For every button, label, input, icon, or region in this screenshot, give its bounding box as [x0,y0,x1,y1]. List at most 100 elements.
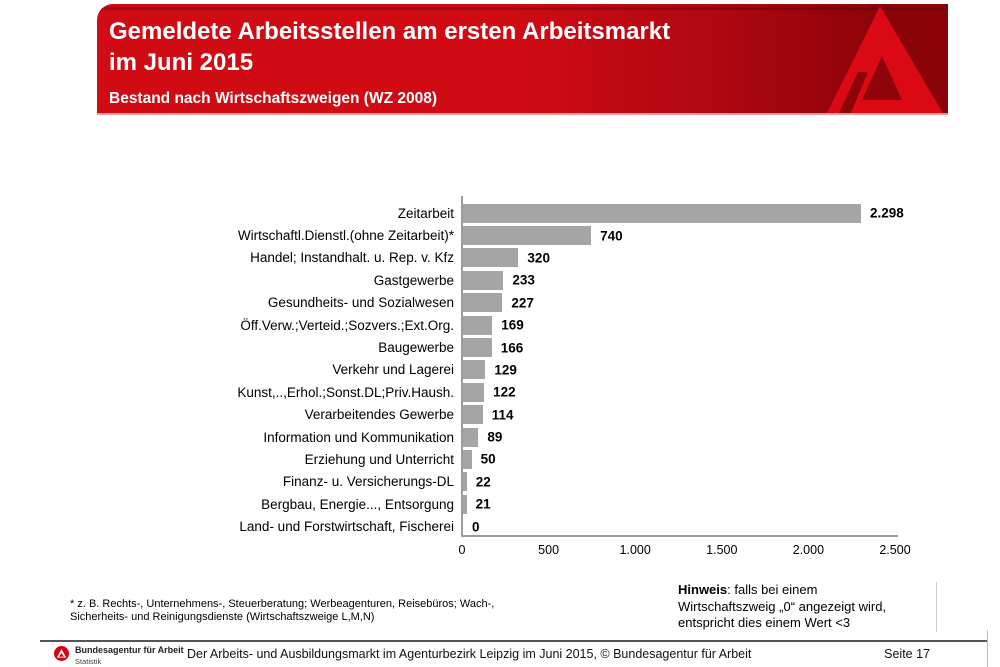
chart-row: Zeitarbeit 2.298 [0,202,1000,224]
hinweis-label: Hinweis [678,582,728,597]
y-axis-line [461,196,463,537]
category-label: Erziehung und Unterricht [304,451,454,467]
x-axis: 0 500 1.000 1.500 2.000 2.500 [458,543,911,559]
category-label: Gastgewerbe [373,272,454,288]
bar-track: 166 [462,338,1000,358]
bar [463,427,479,447]
chart-row: Wirtschaftl.Dienstl.(ohne Zeitarbeit)* 74… [0,224,1000,246]
bundesagentur-circle-logo-icon [54,646,69,661]
footer-logo-name: Bundesagentur für Arbeit [75,645,184,655]
bar-track: 129 [462,360,1000,380]
bar-track: 227 [462,293,1000,313]
bar-track: 122 [462,382,1000,402]
footer-page-number: Seite 17 [884,647,930,661]
category-label: Zeitarbeit [397,205,454,221]
x-axis-tick: 2.500 [879,543,911,557]
page-title-line2: im Juni 2015 [109,49,254,76]
category-label: Gesundheits- und Sozialwesen [267,295,454,311]
hinweis-line1: Hinweis: falls bei einem [678,582,930,599]
hinweis-note: Hinweis: falls bei einem Wirtschaftszwei… [678,582,937,632]
bar [463,405,483,425]
chart-row: Verkehr und Lagerei 129 [0,359,1000,381]
x-axis-tick: 500 [538,543,560,557]
footer-source-text: Der Arbeits- und Ausbildungsmarkt im Age… [187,647,752,661]
category-label: Verkehr und Lagerei [332,362,454,378]
page-subtitle: Bestand nach Wirtschaftszweigen (WZ 2008… [109,90,438,107]
bar [463,293,503,313]
bar-value-label: 50 [480,451,496,467]
bar [463,248,519,268]
header-banner: Gemeldete Arbeitsstellen am ersten Arbei… [97,4,948,115]
chart-row: Handel; Instandhalt. u. Rep. v. Kfz 320 [0,247,1000,269]
footer-logo: Bundesagentur für Arbeit Statistik [54,645,184,666]
bar-track: 740 [462,226,1000,246]
footnote-line2: Sicherheits- und Reinigungsdienste (Wirt… [70,611,375,623]
x-axis-tick: 0 [458,543,466,557]
category-label: Handel; Instandhalt. u. Rep. v. Kfz [250,250,454,266]
category-label: Öff.Verw.;Verteid.;Sozvers.;Ext.Org. [240,317,454,333]
bar-track: 22 [462,472,1000,492]
bar-value-label: 166 [500,340,524,356]
chart-row: Verarbeitendes Gewerbe 114 [0,404,1000,426]
chart-row: Land- und Forstwirtschaft, Fischerei 0 [0,515,1000,537]
bar [463,494,467,514]
bar-track: 320 [462,248,1000,268]
bar-track: 169 [462,315,1000,335]
bar-track: 114 [462,405,1000,425]
hinweis-line3: entspricht dies einem Wert <3 [678,615,851,630]
category-label: Baugewerbe [378,340,454,356]
bar-value-label: 2.298 [870,205,904,221]
chart-row: Finanz- u. Versicherungs-DL 22 [0,471,1000,493]
bar-track: 50 [462,449,1000,469]
chart-row: Information und Kommunikation 89 [0,426,1000,448]
footer-logo-subname: Statistik [75,657,102,666]
bar-value-label: 114 [491,407,514,423]
category-label: Bergbau, Energie..., Entsorgung [261,496,454,512]
bar-track: 233 [462,270,1000,290]
hinweis-line1-rest: : falls bei einem [727,582,818,597]
x-axis-tick: 1.000 [619,543,651,557]
x-axis-line [461,535,898,537]
category-label: Information und Kommunikation [263,429,454,445]
hinweis-line2: Wirtschaftszweig „0“ angezeigt wird, [678,598,887,614]
category-label: Verarbeitendes Gewerbe [304,407,454,423]
category-label: Finanz- u. Versicherungs-DL [282,474,454,490]
footnote: * z. B. Rechts-, Unternehmens-, Steuerbe… [70,598,494,624]
bar-track: 0 [462,517,1000,536]
bar-value-label: 129 [494,362,517,378]
x-axis-tick: 1.500 [706,543,738,557]
page-title: Gemeldete Arbeitsstellen am ersten Arbei… [109,16,670,78]
bar [463,226,592,246]
footer-logo-text: Bundesagentur für Arbeit Statistik [75,645,184,666]
bar [463,203,861,223]
chart-row: Kunst,..,Erhol.;Sonst.DL;Priv.Haush. 122 [0,381,1000,403]
bar-track: 2.298 [462,203,1000,223]
footnote-line1: * z. B. Rechts-, Unternehmens-, Steuerbe… [70,598,495,610]
chart-row: Gesundheits- und Sozialwesen 227 [0,292,1000,314]
x-axis-tick: 2.000 [792,543,825,557]
bar [463,472,467,492]
category-label: Wirtschaftl.Dienstl.(ohne Zeitarbeit)* [237,228,454,244]
bar-value-label: 22 [475,474,491,490]
bar [463,360,486,380]
footer-divider [40,640,988,642]
chart-row: Bergbau, Energie..., Entsorgung 21 [0,493,1000,515]
bar [463,382,485,402]
footer-right-border [987,630,988,667]
chart-row: Baugewerbe 166 [0,336,1000,358]
bar [463,449,472,469]
chart-row: Erziehung und Unterricht 50 [0,448,1000,470]
bar-value-label: 233 [512,272,535,288]
bar-value-label: 122 [493,384,516,400]
bar [463,315,493,335]
bar-track: 21 [462,494,1000,514]
bar-value-label: 89 [487,429,503,445]
bar-value-label: 227 [511,295,534,311]
bar-value-label: 320 [527,250,550,266]
category-label: Land- und Forstwirtschaft, Fischerei [239,519,454,535]
bundesagentur-a-icon [826,6,944,115]
bar [463,270,504,290]
bar-value-label: 21 [475,496,491,512]
bar [463,338,492,358]
